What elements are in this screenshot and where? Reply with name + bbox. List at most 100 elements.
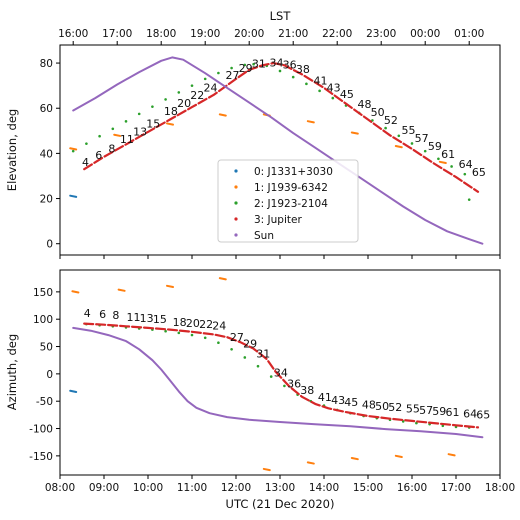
elev-2-j1923-2104-point xyxy=(291,75,295,79)
azim-y-tick-label: -100 xyxy=(29,424,53,436)
azim-1-j1939-6342-point xyxy=(447,453,456,457)
azim-track-index-label: 27 xyxy=(230,331,244,344)
elev-2-j1923-2104-point xyxy=(331,96,335,100)
azim-track-index-label: 52 xyxy=(388,401,402,414)
lst-tick-label: 20:00 xyxy=(234,28,264,40)
elev-track-index-label: 8 xyxy=(108,142,115,155)
elev-1-j1939-6342-point xyxy=(69,147,78,151)
utc-tick-label: 12:00 xyxy=(221,482,251,494)
utc-tick-label: 17:00 xyxy=(441,482,471,494)
elev-2-j1923-2104-point xyxy=(384,126,387,130)
lst-tick-label: 00:00 xyxy=(410,28,440,40)
legend-entry-0-j1331-3030: 0: J1331+3030 xyxy=(234,166,333,178)
lst-tick-label: 23:00 xyxy=(366,28,396,40)
azim-y-tick-label: 150 xyxy=(33,287,53,299)
elev-track-index-label: 43 xyxy=(327,81,341,94)
azim-series-1-j1939-6342 xyxy=(71,277,456,472)
azim-1-j1939-6342-point xyxy=(166,284,174,288)
azim-1-j1939-6342-point xyxy=(394,454,403,459)
lst-axis-label: LST xyxy=(270,9,292,23)
elev-1-j1939-6342-point xyxy=(306,120,315,124)
elev-track-index-label: 24 xyxy=(203,81,217,94)
elev-series-2-j1923-2104 xyxy=(71,62,471,201)
elev-2-j1923-2104-point xyxy=(230,66,233,70)
elev-2-j1923-2104-point xyxy=(437,157,440,161)
elev-2-j1923-2104-point xyxy=(397,134,401,138)
lst-tick-label: 17:00 xyxy=(102,28,132,40)
elevation-x-ticks xyxy=(59,255,501,259)
elev-0-j1331-3030-point xyxy=(69,194,78,198)
elev-y-tick-label: 0 xyxy=(46,239,53,251)
elev-track-index-label: 6 xyxy=(95,149,102,162)
elev-track-index-label: 27 xyxy=(225,69,239,82)
azim-2-j1923-2104-point xyxy=(269,375,273,378)
elev-series-0-j1331-3030 xyxy=(69,194,78,198)
legend-marker xyxy=(234,217,238,221)
legend-label: 3: Jupiter xyxy=(254,214,302,226)
elev-sun-curve xyxy=(72,56,484,245)
elev-1-j1939-6342-point xyxy=(438,160,447,165)
utc-tick-label: 11:00 xyxy=(177,482,207,494)
elev-2-j1923-2104-point xyxy=(190,84,194,87)
elev-y-tick-label: 80 xyxy=(40,58,53,70)
legend-marker xyxy=(234,169,238,173)
azim-track-index-label: 59 xyxy=(432,405,446,418)
elev-y-tick-label: 60 xyxy=(40,103,53,115)
utc-tick-label: 16:00 xyxy=(397,482,427,494)
elev-2-j1923-2104-point xyxy=(252,62,255,66)
azim-track-index-label: 34 xyxy=(274,367,288,380)
azim-y-tick-label: 100 xyxy=(33,314,53,326)
lst-axis-ticks: 16:00 17:00 18:00 19:00 20:00 21:00 22:00 23:00… xyxy=(58,28,484,45)
elev-track-index-label: 13 xyxy=(133,125,147,138)
elev-1-j1939-6342-point xyxy=(218,113,227,117)
azimuth-series-layer xyxy=(69,277,484,472)
legend-label: 0: J1331+3030 xyxy=(254,166,333,178)
azim-track-index-label: 31 xyxy=(256,347,270,360)
azim-1-j1939-6342-point xyxy=(71,290,80,294)
legend-marker xyxy=(234,233,238,237)
azim-y-tick-label: -150 xyxy=(29,451,53,463)
elev-track-index-label: 52 xyxy=(384,114,398,127)
azim-y-tick-label: 0 xyxy=(46,369,53,381)
elev-2-j1923-2104-point xyxy=(151,105,154,108)
elev-track-index-label: 61 xyxy=(441,148,455,161)
azim-1-j1939-6342-point xyxy=(350,457,359,461)
elev-track-index-label: 36 xyxy=(283,59,297,72)
elev-track-index-label: 65 xyxy=(472,166,486,179)
azim-track-index-label: 65 xyxy=(476,409,490,422)
azim-sun-curve xyxy=(72,326,484,439)
utc-tick-label: 14:00 xyxy=(309,482,339,494)
azim-track-index-label: 61 xyxy=(445,406,459,419)
lst-tick-label: 21:00 xyxy=(278,28,308,40)
elev-track-index-label: 59 xyxy=(428,140,442,153)
elev-3-jupiter-curve xyxy=(83,61,480,193)
elev-2-j1923-2104-point xyxy=(85,142,88,145)
elev-2-j1923-2104-point xyxy=(217,71,220,75)
utc-tick-label: 08:00 xyxy=(45,482,75,494)
azim-1-j1939-6342-point xyxy=(117,288,126,292)
azim-track-index-label: 13 xyxy=(140,312,154,325)
azim-track-index-label: 18 xyxy=(173,316,187,329)
elev-2-j1923-2104-point xyxy=(71,149,75,153)
elev-track-index-label: 57 xyxy=(415,132,429,145)
lst-tick-label: 18:00 xyxy=(146,28,176,40)
legend-entry-1-j1939-6342: 1: J1939-6342 xyxy=(234,182,328,194)
azim-track-index-label: 22 xyxy=(199,318,213,331)
azimuth-y-ticks: -150 -100 -50 0 50 100 150 xyxy=(29,287,60,463)
azim-track-index-label: 41 xyxy=(318,391,332,404)
legend-entry-sun: Sun xyxy=(234,230,274,242)
azim-track-index-label: 29 xyxy=(243,338,257,351)
elev-track-index-label: 15 xyxy=(146,117,160,130)
utc-tick-label: 13:00 xyxy=(265,482,295,494)
elev-2-j1923-2104-point xyxy=(177,91,181,94)
legend-label: 2: J1923-2104 xyxy=(254,198,328,210)
elev-track-index-label: 22 xyxy=(190,89,204,102)
elev-track-index-label: 38 xyxy=(296,63,310,76)
elev-2-j1923-2104-point xyxy=(111,127,115,131)
utc-tick-label: 18:00 xyxy=(485,482,515,494)
azim-2-j1923-2104-point xyxy=(243,356,247,359)
legend-label: 1: J1939-6342 xyxy=(254,182,328,194)
